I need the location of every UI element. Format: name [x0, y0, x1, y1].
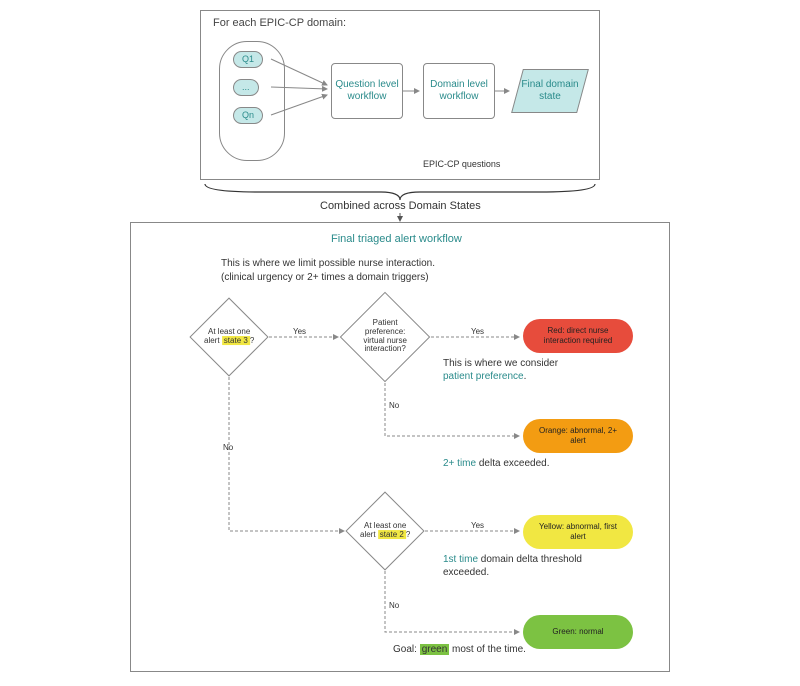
qn-node: Qn [233, 107, 263, 124]
annot-2plus: 2+ time delta exceeded. [443, 457, 623, 470]
final-state-label: Final domain state [518, 79, 582, 103]
intro-l1: This is where we limit possible nurse in… [221, 257, 435, 270]
diamond-preference: Patient preference: virtual nurse intera… [340, 292, 431, 383]
qdots-node: ... [233, 79, 259, 96]
yellow-alert: Yellow: abnormal, first alert [523, 515, 633, 549]
edge-d1-yes: Yes [293, 327, 306, 337]
edge-d1-no: No [223, 443, 233, 453]
edge-d3-yes: Yes [471, 521, 484, 531]
orange-alert: Orange: abnormal, 2+ alert [523, 419, 633, 453]
intro-l2: (clinical urgency or 2+ times a domain t… [221, 271, 429, 284]
bottom-panel: Final triaged alert workflow This is whe… [130, 222, 670, 672]
diamond-state2: At least one alert state 2? [345, 491, 424, 570]
question-workflow-node: Question level workflow [331, 63, 403, 119]
questions-group-label: EPIC-CP questions [423, 159, 500, 171]
final-state-node: Final domain state [511, 69, 589, 113]
annot-preference: This is where we consider patient prefer… [443, 357, 623, 383]
annot-goal: Goal: green most of the time. [393, 643, 526, 656]
diamond-state3-label: At least one alert state 3? [202, 328, 256, 346]
top-title: For each EPIC-CP domain: [213, 17, 346, 29]
bridge-label: Combined across Domain States [320, 200, 481, 212]
green-alert: Green: normal [523, 615, 633, 649]
diamond-preference-label: Patient preference: virtual nurse intera… [363, 319, 407, 354]
top-panel: For each EPIC-CP domain: EPIC-CP questio… [200, 10, 600, 180]
diamond-state3: At least one alert state 3? [189, 297, 268, 376]
edge-d2-yes: Yes [471, 327, 484, 337]
edge-d3-no: No [389, 601, 399, 611]
bottom-title: Final triaged alert workflow [331, 233, 462, 245]
domain-workflow-node: Domain level workflow [423, 63, 495, 119]
red-alert: Red: direct nurse interaction required [523, 319, 633, 353]
edge-d2-no: No [389, 401, 399, 411]
diamond-state2-label: At least one alert state 2? [358, 522, 412, 540]
q1-node: Q1 [233, 51, 263, 68]
annot-1st: 1st time domain delta threshold exceeded… [443, 553, 593, 579]
